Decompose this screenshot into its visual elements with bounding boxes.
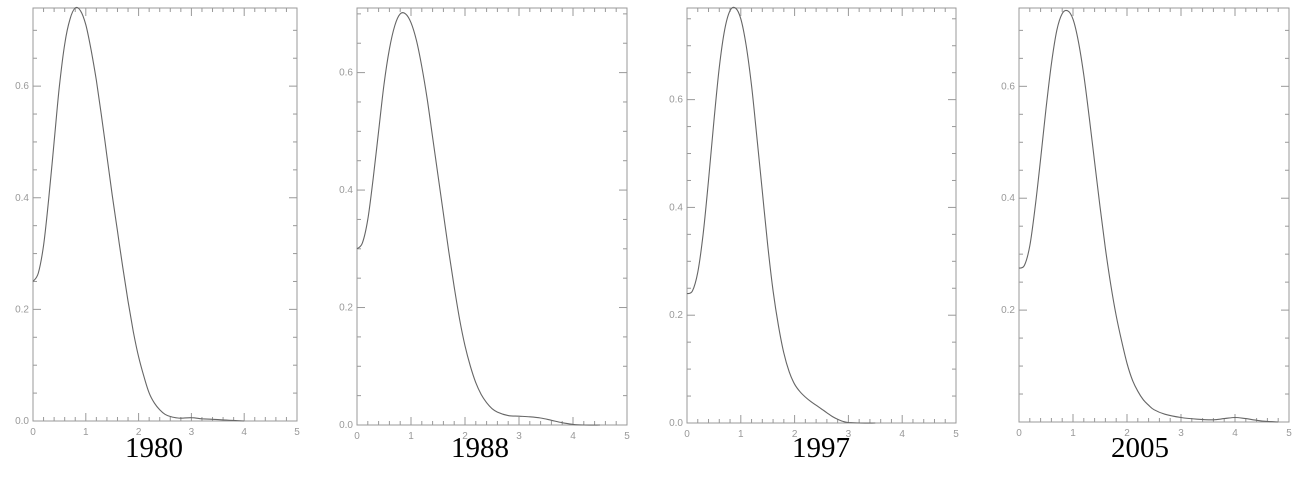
y-tick-label: 0.4 bbox=[339, 185, 353, 196]
x-tick-label: 4 bbox=[899, 429, 905, 440]
x-tick-label: 5 bbox=[624, 431, 630, 442]
x-tick-label: 3 bbox=[516, 431, 522, 442]
y-tick-label: 0.4 bbox=[1001, 193, 1015, 204]
plot-frame bbox=[686, 7, 957, 424]
density-curve-1980 bbox=[32, 6, 245, 422]
x-tick-label: 0 bbox=[30, 427, 36, 438]
x-tick-label: 4 bbox=[1232, 428, 1238, 439]
x-tick-label: 0 bbox=[684, 429, 690, 440]
y-tick-label: 0.2 bbox=[339, 303, 353, 314]
chart-panel-2005: 0 1 2 3 4 5 0.2 0.4 0.6 bbox=[1001, 7, 1292, 439]
y-tick-label: 0.0 bbox=[669, 418, 683, 429]
plot-frame bbox=[1018, 7, 1290, 423]
density-curve-1997 bbox=[686, 6, 876, 424]
x-tick-label: 3 bbox=[846, 429, 852, 440]
density-curve-2005 bbox=[1018, 9, 1279, 423]
y-tick-label: 0.4 bbox=[15, 193, 29, 204]
chart-panel-1997: 0 1 2 3 4 5 0.0 0.2 0.4 0.6 bbox=[669, 6, 959, 440]
chart-panel-1980: 0 1 2 3 4 5 0.0 0.2 0.4 0.6 bbox=[15, 6, 300, 438]
x-tick-label: 1 bbox=[738, 429, 744, 440]
x-tick-label: 1 bbox=[408, 431, 414, 442]
x-tick-label: 5 bbox=[294, 427, 300, 438]
x-tick-label: 4 bbox=[241, 427, 247, 438]
x-tick-label: 2 bbox=[462, 431, 468, 442]
y-tick-label: 0.6 bbox=[1001, 81, 1015, 92]
panel-caption-1980: 1980 bbox=[125, 432, 183, 464]
x-tick-label: 2 bbox=[792, 429, 798, 440]
x-tick-label: 5 bbox=[953, 429, 959, 440]
x-tick-label: 2 bbox=[1124, 428, 1130, 439]
plot-frame bbox=[356, 7, 628, 426]
y-tick-label: 0.6 bbox=[339, 68, 353, 79]
density-curve-1988 bbox=[356, 12, 601, 426]
y-tick-label: 0.6 bbox=[669, 95, 683, 106]
x-tick-label: 3 bbox=[1178, 428, 1184, 439]
y-tick-label: 0.4 bbox=[669, 202, 683, 213]
x-tick-label: 0 bbox=[354, 431, 360, 442]
x-tick-label: 1 bbox=[1070, 428, 1076, 439]
y-tick-label: 0.2 bbox=[669, 310, 683, 321]
x-tick-label: 1 bbox=[83, 427, 89, 438]
chart-panel-1988: 0 1 2 3 4 5 0.0 0.2 0.4 0.6 bbox=[339, 7, 630, 442]
y-tick-label: 0.0 bbox=[15, 416, 29, 427]
y-tick-label: 0.6 bbox=[15, 81, 29, 92]
panel-caption-1997: 1997 bbox=[792, 432, 850, 464]
plot-frame bbox=[32, 7, 298, 422]
x-tick-label: 0 bbox=[1016, 428, 1022, 439]
panel-caption-1988: 1988 bbox=[451, 432, 509, 464]
x-tick-label: 3 bbox=[189, 427, 195, 438]
y-tick-label: 0.0 bbox=[339, 420, 353, 431]
x-tick-label: 4 bbox=[570, 431, 576, 442]
y-tick-label: 0.2 bbox=[1001, 305, 1015, 316]
x-tick-label: 5 bbox=[1286, 428, 1292, 439]
y-tick-label: 0.2 bbox=[15, 304, 29, 315]
x-tick-label: 2 bbox=[136, 427, 142, 438]
panel-caption-2005: 2005 bbox=[1111, 432, 1169, 464]
